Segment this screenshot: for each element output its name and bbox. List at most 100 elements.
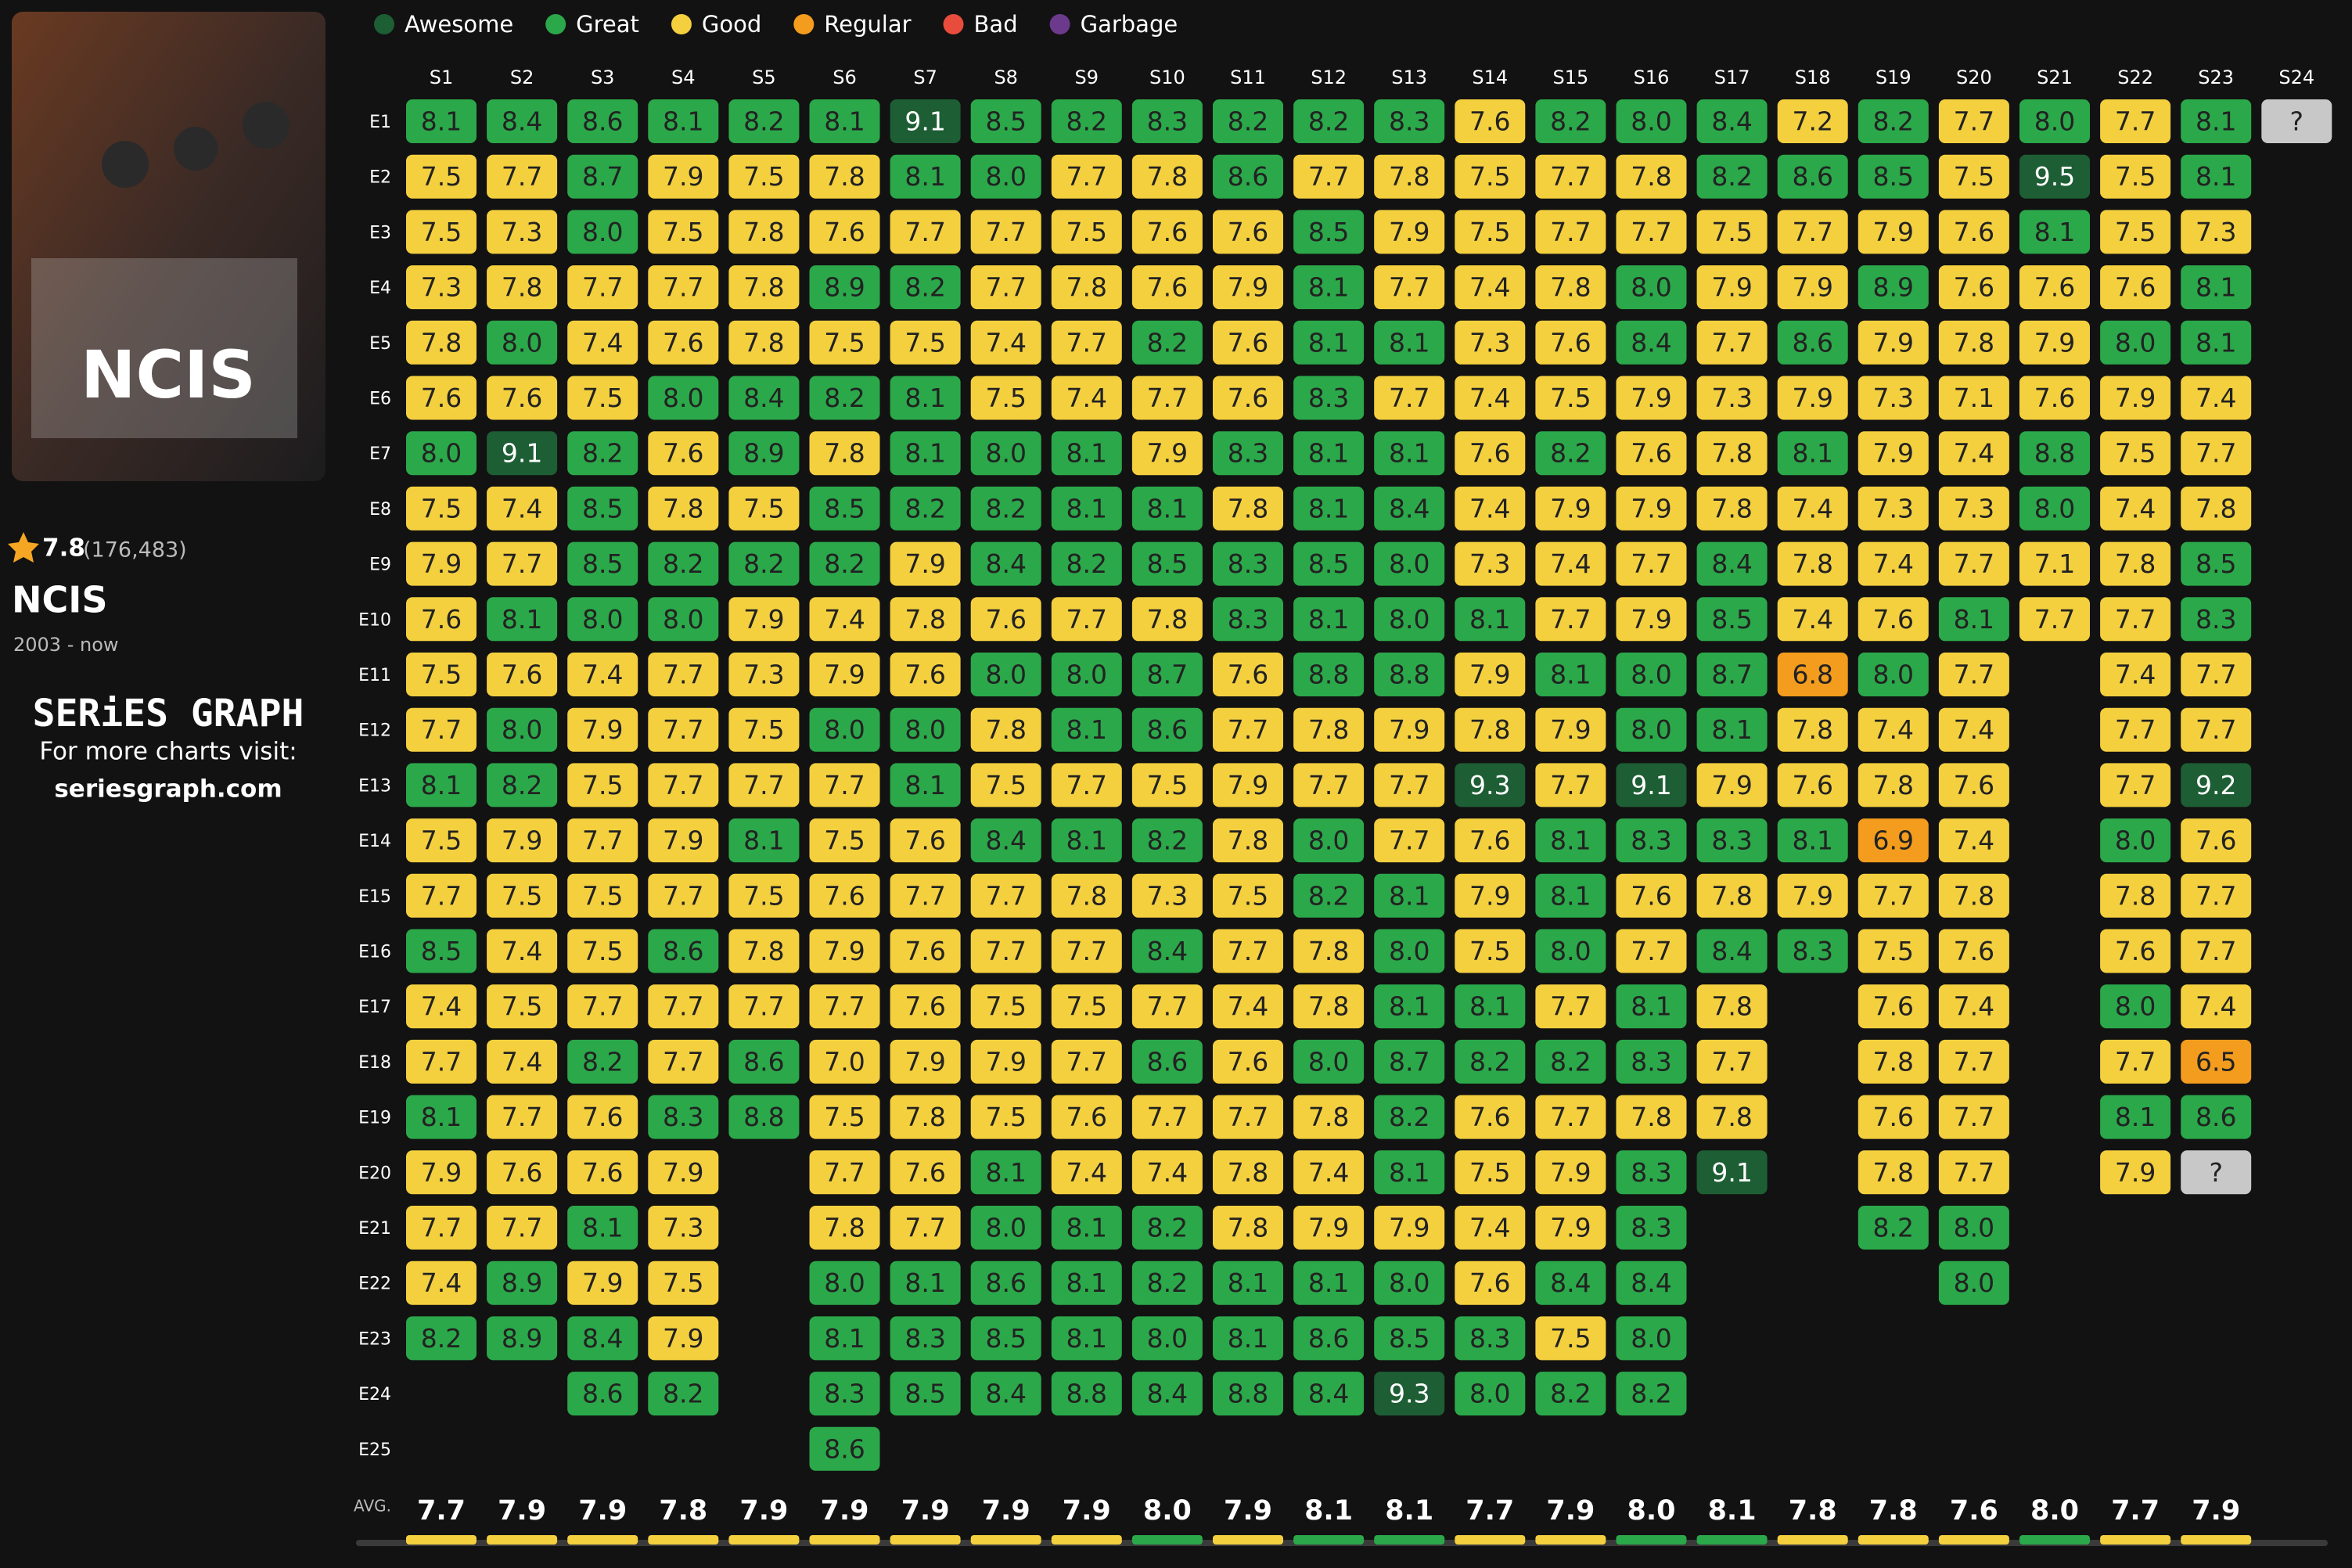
rating-cell[interactable] bbox=[487, 984, 558, 1029]
rating-cell[interactable] bbox=[1938, 1206, 2009, 1250]
rating-cell[interactable] bbox=[567, 265, 638, 310]
rating-cell[interactable] bbox=[1293, 265, 1365, 310]
rating-cell[interactable] bbox=[567, 929, 638, 973]
rating-cell[interactable] bbox=[728, 597, 800, 642]
rating-cell[interactable] bbox=[809, 763, 880, 807]
rating-cell[interactable] bbox=[1535, 763, 1606, 807]
rating-cell[interactable] bbox=[1616, 265, 1687, 310]
rating-cell[interactable] bbox=[1535, 597, 1606, 642]
rating-cell[interactable] bbox=[1131, 431, 1203, 476]
rating-cell[interactable] bbox=[1051, 99, 1122, 143]
rating-cell[interactable] bbox=[1213, 1095, 1283, 1139]
rating-cell[interactable] bbox=[648, 154, 719, 199]
rating-cell[interactable] bbox=[2100, 653, 2171, 696]
rating-cell[interactable] bbox=[1938, 929, 2009, 973]
rating-cell[interactable] bbox=[1777, 431, 1848, 476]
rating-cell[interactable] bbox=[1131, 597, 1203, 642]
rating-cell[interactable] bbox=[809, 1261, 880, 1305]
rating-cell[interactable] bbox=[1777, 486, 1848, 530]
rating-cell[interactable] bbox=[648, 597, 719, 642]
rating-cell[interactable] bbox=[1293, 541, 1365, 586]
rating-cell[interactable] bbox=[1293, 154, 1365, 199]
rating-cell[interactable] bbox=[1616, 707, 1687, 752]
rating-cell[interactable] bbox=[1293, 1039, 1365, 1084]
rating-cell[interactable] bbox=[1455, 1150, 1526, 1195]
rating-cell[interactable] bbox=[1455, 154, 1526, 199]
rating-cell[interactable] bbox=[1293, 597, 1365, 642]
rating-cell[interactable] bbox=[1131, 984, 1203, 1029]
rating-cell[interactable] bbox=[1213, 763, 1283, 807]
rating-cell[interactable] bbox=[1455, 486, 1526, 530]
rating-cell[interactable] bbox=[1131, 653, 1203, 696]
rating-cell[interactable] bbox=[1374, 984, 1445, 1029]
rating-cell[interactable] bbox=[406, 154, 477, 199]
rating-cell[interactable] bbox=[567, 320, 638, 365]
rating-cell[interactable] bbox=[1374, 818, 1445, 863]
rating-cell[interactable] bbox=[1616, 320, 1687, 365]
rating-cell[interactable] bbox=[487, 929, 558, 973]
rating-cell[interactable] bbox=[1535, 99, 1606, 143]
rating-cell[interactable] bbox=[1213, 154, 1283, 199]
rating-cell[interactable] bbox=[487, 1261, 558, 1305]
rating-cell[interactable] bbox=[1696, 763, 1768, 807]
rating-cell[interactable] bbox=[1535, 653, 1606, 696]
rating-cell[interactable] bbox=[890, 99, 961, 143]
rating-cell[interactable] bbox=[487, 210, 558, 254]
rating-cell[interactable] bbox=[728, 265, 800, 310]
rating-cell[interactable] bbox=[1938, 597, 2009, 642]
rating-cell[interactable] bbox=[1938, 653, 2009, 696]
rating-cell[interactable] bbox=[2100, 1150, 2171, 1195]
rating-cell[interactable] bbox=[1131, 1039, 1203, 1084]
rating-cell[interactable] bbox=[1293, 763, 1365, 807]
rating-cell[interactable] bbox=[728, 376, 800, 420]
rating-cell[interactable] bbox=[1051, 873, 1122, 918]
rating-cell[interactable] bbox=[728, 541, 800, 586]
rating-cell[interactable] bbox=[970, 1150, 1041, 1195]
rating-cell[interactable] bbox=[1455, 99, 1526, 143]
rating-cell[interactable] bbox=[1858, 707, 1929, 752]
rating-cell[interactable] bbox=[567, 99, 638, 143]
rating-cell[interactable] bbox=[970, 763, 1041, 807]
rating-cell[interactable] bbox=[2181, 320, 2252, 365]
rating-cell[interactable] bbox=[567, 1261, 638, 1305]
rating-cell[interactable] bbox=[1455, 320, 1526, 365]
rating-cell[interactable] bbox=[406, 376, 477, 420]
rating-cell[interactable] bbox=[2181, 873, 2252, 918]
rating-cell[interactable] bbox=[1777, 653, 1848, 696]
rating-cell[interactable] bbox=[809, 818, 880, 863]
rating-cell[interactable] bbox=[809, 154, 880, 199]
rating-cell[interactable] bbox=[1616, 210, 1687, 254]
rating-cell[interactable] bbox=[1777, 210, 1848, 254]
rating-cell[interactable] bbox=[1455, 1095, 1526, 1139]
rating-cell[interactable] bbox=[809, 541, 880, 586]
rating-cell[interactable] bbox=[1131, 1372, 1203, 1416]
rating-cell[interactable] bbox=[2181, 653, 2252, 696]
rating-cell[interactable] bbox=[1374, 1095, 1445, 1139]
rating-cell[interactable] bbox=[1858, 486, 1929, 530]
rating-cell[interactable] bbox=[406, 818, 477, 863]
rating-cell[interactable] bbox=[1938, 376, 2009, 420]
rating-cell[interactable] bbox=[1858, 984, 1929, 1029]
rating-cell[interactable] bbox=[1455, 376, 1526, 420]
rating-cell[interactable] bbox=[970, 1095, 1041, 1139]
rating-cell[interactable] bbox=[970, 653, 1041, 696]
rating-cell[interactable] bbox=[890, 1150, 961, 1195]
rating-cell[interactable] bbox=[1858, 873, 1929, 918]
rating-cell[interactable] bbox=[2181, 486, 2252, 530]
rating-cell[interactable] bbox=[406, 541, 477, 586]
rating-cell[interactable] bbox=[1051, 653, 1122, 696]
rating-cell[interactable] bbox=[648, 486, 719, 530]
rating-cell[interactable] bbox=[1696, 1150, 1768, 1195]
rating-cell[interactable] bbox=[2181, 984, 2252, 1029]
rating-cell[interactable] bbox=[567, 653, 638, 696]
rating-cell[interactable] bbox=[2181, 707, 2252, 752]
rating-cell[interactable] bbox=[567, 210, 638, 254]
rating-cell[interactable] bbox=[2181, 597, 2252, 642]
rating-cell[interactable] bbox=[890, 541, 961, 586]
rating-cell[interactable] bbox=[406, 1150, 477, 1195]
rating-cell[interactable] bbox=[1696, 210, 1768, 254]
rating-cell[interactable] bbox=[1455, 1039, 1526, 1084]
rating-cell[interactable] bbox=[809, 376, 880, 420]
rating-cell[interactable] bbox=[1131, 1150, 1203, 1195]
rating-cell[interactable] bbox=[648, 707, 719, 752]
